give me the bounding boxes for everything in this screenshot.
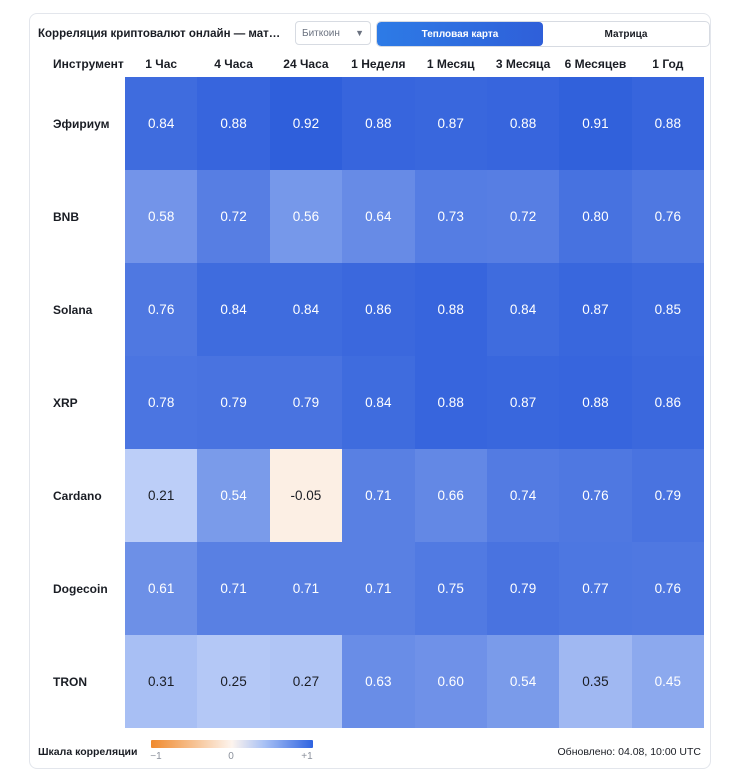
heatmap-cell[interactable]: 0.71 [342,449,415,542]
column-header: 24 Часа [283,57,329,71]
heatmap-cell[interactable]: 0.76 [559,449,632,542]
row-label: XRP [53,395,78,410]
heatmap-cell[interactable]: 0.88 [197,77,270,170]
heatmap-cell[interactable]: 0.71 [342,542,415,635]
heatmap-cell[interactable]: 0.91 [559,77,632,170]
heatmap-cell[interactable]: 0.92 [269,77,343,170]
scale-tick-min: −1 [150,751,162,762]
heatmap-cell[interactable]: 0.58 [125,170,198,263]
heatmap-cell[interactable]: 0.84 [342,356,415,449]
tab-matrix[interactable]: Матрица [604,28,648,40]
heatmap-cell[interactable]: 0.27 [269,635,343,728]
view-toggle: Тепловая карта Матрица [376,21,710,47]
updated-timestamp: Обновлено: 04.08, 10:00 UTC [557,746,701,758]
heatmap-cell[interactable]: 0.84 [197,263,270,356]
heatmap-cell[interactable]: 0.88 [414,263,487,356]
instrument-header: Инструмент [53,57,124,71]
heatmap-cell[interactable]: 0.76 [125,263,198,356]
column-header: 3 Месяца [495,57,551,71]
heatmap-cell[interactable]: 0.61 [125,542,198,635]
heatmap-cell[interactable]: 0.79 [631,449,704,542]
correlation-card: Корреляция криптовалют онлайн — матри… Б… [29,13,711,769]
heatmap-cell[interactable]: 0.63 [342,635,415,728]
column-header: 1 Час [145,57,178,71]
row-label: Cardano [53,488,102,503]
scale-tick-zero: 0 [228,751,234,762]
heatmap-cell[interactable]: 0.64 [342,170,415,263]
heatmap-cell[interactable]: 0.71 [269,542,343,635]
heatmap-cell[interactable]: 0.71 [197,542,270,635]
heatmap-cell[interactable]: 0.73 [414,170,487,263]
chevron-down-icon: ▼ [355,28,364,38]
heatmap-grid: 0.84 0.88 0.92 0.88 0.87 0.88 0.91 0.88 0.58 0.72… [125,77,704,728]
heatmap-cell[interactable]: 0.88 [486,77,560,170]
heatmap-cell[interactable]: 0.87 [414,77,487,170]
heatmap-cell[interactable]: 0.78 [125,356,198,449]
heatmap-cell[interactable]: 0.86 [631,356,704,449]
heatmap-cell[interactable]: -0.05 [269,449,343,542]
column-header: 1 Неделя [351,57,406,71]
heatmap-cell[interactable]: 0.88 [559,356,632,449]
base-asset-select[interactable]: Биткоин ▼ [295,21,371,45]
row-label: Solana [53,302,93,317]
column-header: 1 Месяц [426,57,475,71]
heatmap-cell[interactable]: 0.84 [125,77,198,170]
row-label: TRON [53,674,87,689]
heatmap-cell[interactable]: 0.84 [486,263,560,356]
correlation-scale-bar [151,740,313,748]
heatmap-cell[interactable]: 0.25 [197,635,270,728]
heatmap-cell[interactable]: 0.76 [631,542,704,635]
heatmap-cell[interactable]: 0.88 [414,356,487,449]
heatmap-cell[interactable]: 0.54 [486,635,560,728]
select-value: Биткоин [302,27,340,39]
heatmap-cell[interactable]: 0.80 [559,170,632,263]
heatmap-cell[interactable]: 0.77 [559,542,632,635]
column-header: 6 Месяцев [564,57,627,71]
heatmap-cell[interactable]: 0.87 [559,263,632,356]
heatmap-cell[interactable]: 0.74 [486,449,560,542]
heatmap-cell[interactable]: 0.79 [269,356,343,449]
row-label: Dogecoin [53,581,108,596]
row-label: BNB [53,209,79,224]
column-header: 1 Год [652,57,684,71]
heatmap-cell[interactable]: 0.85 [631,263,704,356]
heatmap-cell[interactable]: 0.35 [559,635,632,728]
column-header: 4 Часа [214,57,253,71]
heatmap-cell[interactable]: 0.86 [342,263,415,356]
heatmap-cell[interactable]: 0.75 [414,542,487,635]
heatmap-cell[interactable]: 0.72 [197,170,270,263]
heatmap-cell[interactable]: 0.21 [125,449,198,542]
heatmap-cell[interactable]: 0.88 [342,77,415,170]
heatmap-cell[interactable]: 0.79 [486,542,560,635]
heatmap-cell[interactable]: 0.56 [269,170,343,263]
heatmap-cell[interactable]: 0.66 [414,449,487,542]
heatmap-cell[interactable]: 0.84 [269,263,343,356]
heatmap-cell[interactable]: 0.60 [414,635,487,728]
scale-tick-max: +1 [301,751,313,762]
heatmap-cell[interactable]: 0.31 [125,635,198,728]
column-headers: Инструмент 1 Час 4 Часа 24 Часа 1 Неделя 1 М… [30,57,710,75]
heatmap-cell[interactable]: 0.72 [486,170,560,263]
heatmap-cell[interactable]: 0.79 [197,356,270,449]
card-header: Корреляция криптовалют онлайн — матри… Б… [38,21,710,47]
tab-heatmap[interactable]: Тепловая карта [377,22,543,46]
row-label: Эфириум [53,116,110,131]
heatmap-cell[interactable]: 0.45 [631,635,704,728]
page-title: Корреляция криптовалют онлайн — матри… [38,28,286,40]
heatmap-cell[interactable]: 0.54 [197,449,270,542]
heatmap-cell[interactable]: 0.88 [631,77,704,170]
heatmap-cell[interactable]: 0.76 [631,170,704,263]
scale-label: Шкала корреляции [38,746,138,758]
heatmap-cell[interactable]: 0.87 [486,356,560,449]
